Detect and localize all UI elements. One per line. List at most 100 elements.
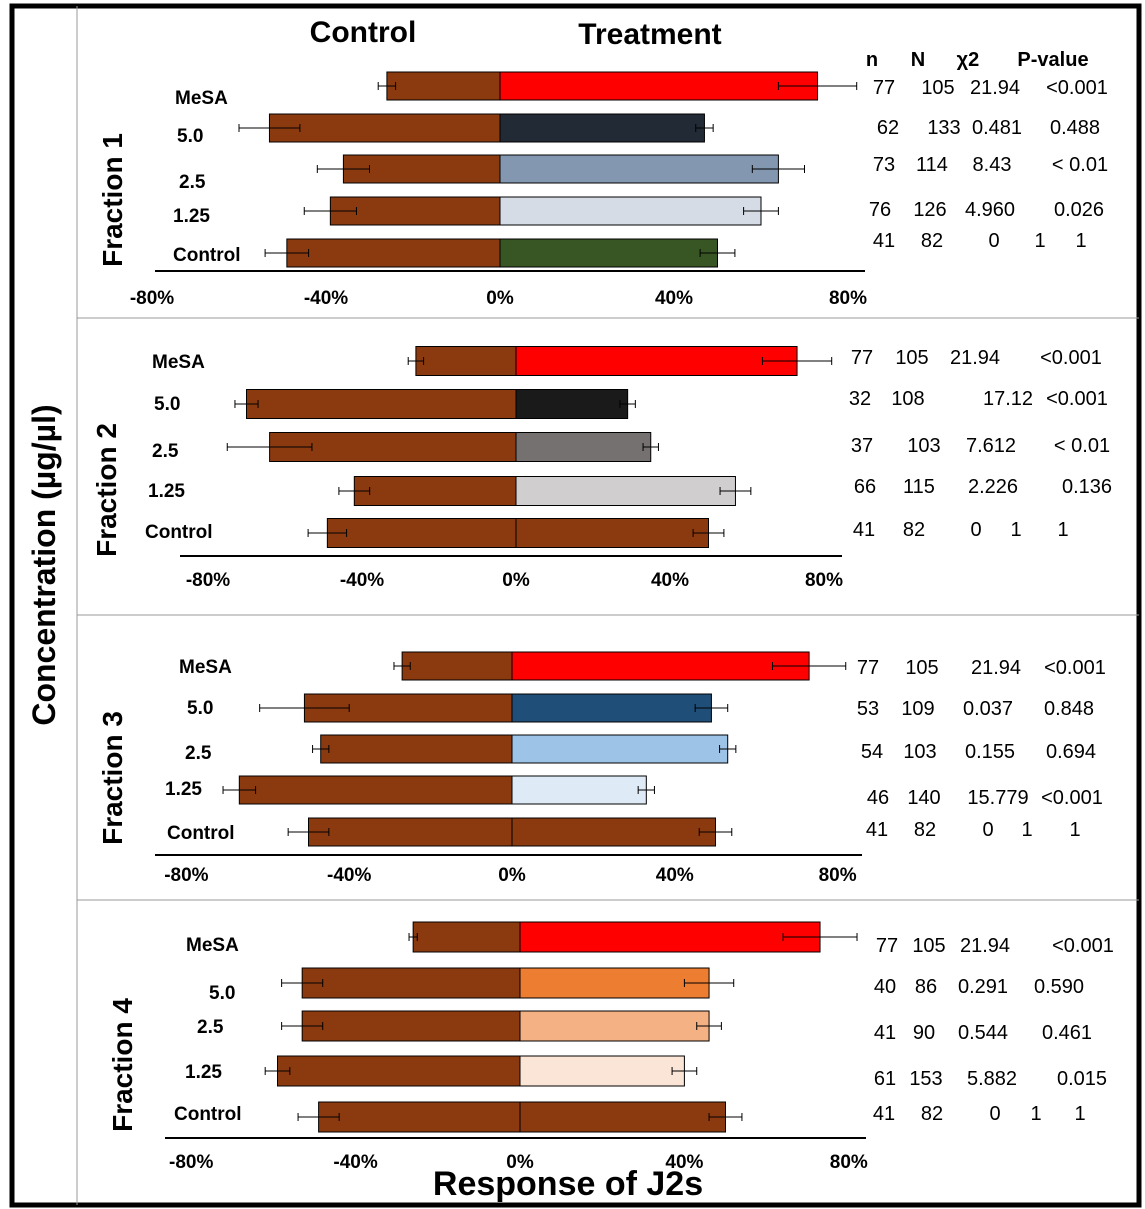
stat-value: 0.544: [958, 1022, 1008, 1044]
control-bar: [415, 346, 517, 376]
stat-value: 77: [876, 935, 898, 957]
category-label: MeSA: [152, 352, 205, 373]
stat-value: 4.960: [965, 199, 1015, 221]
stat-value: 103: [903, 741, 936, 763]
stat-value: 77: [851, 347, 873, 369]
stat-value: <0.001: [1040, 347, 1102, 369]
stat-value: 40: [874, 976, 896, 998]
fraction-label: Fraction 4: [107, 998, 138, 1132]
stat-value: 2.226: [968, 476, 1018, 498]
panel-3: MeSA 77 105 21.94 <0.001 5.0 53 109 0.037 0.848 2.…: [97, 651, 1106, 886]
stat-value: 140: [907, 787, 940, 809]
treatment-bar: [515, 389, 629, 419]
treatment-bar: [499, 71, 819, 101]
control-bar: [301, 967, 521, 999]
control-bar: [286, 238, 501, 268]
category-label: Control: [173, 245, 241, 266]
treatment-bar: [499, 196, 762, 226]
stat-value: 0.461: [1042, 1022, 1092, 1044]
control-bar: [412, 921, 521, 953]
stat-value: 105: [895, 347, 928, 369]
stat-value: <0.001: [1041, 787, 1103, 809]
control-bar: [353, 476, 517, 506]
stat-value: 17.12: [983, 388, 1033, 410]
x-tick-label: -40%: [340, 570, 384, 591]
y-axis-label: Concentration (µg/µl): [26, 404, 62, 725]
category-label: MeSA: [179, 657, 232, 678]
x-tick-label: -80%: [164, 865, 208, 886]
x-tick-label: -80%: [130, 288, 174, 309]
stat-value: 62: [877, 117, 899, 139]
stat-value: 15.779: [967, 787, 1028, 809]
stat-value: 46: [867, 787, 889, 809]
treatment-bar: [519, 1055, 685, 1087]
category-label: Control: [145, 522, 213, 543]
x-tick-label: 80%: [829, 288, 867, 309]
category-label: 2.5: [179, 172, 206, 193]
stat-value: 77: [857, 657, 879, 679]
treatment-bar: [519, 921, 821, 953]
stat-value: 8.43: [973, 154, 1012, 176]
x-tick-label: -80%: [186, 570, 230, 591]
stat-value: 105: [921, 77, 954, 99]
stat-value: 109: [901, 698, 934, 720]
control-bar: [329, 196, 501, 226]
stat-value: 1: [1075, 230, 1086, 252]
stat-value: 133: [927, 117, 960, 139]
treatment-bar: [511, 817, 716, 847]
stat-value: 0.481: [972, 117, 1022, 139]
stat-value: 0.015: [1057, 1068, 1107, 1090]
category-label: 1.25: [173, 206, 210, 227]
stat-value: 32: [849, 388, 871, 410]
category-label: 1.25: [185, 1062, 222, 1083]
stat-value: < 0.01: [1054, 435, 1110, 457]
stat-value: 41: [853, 519, 875, 541]
stat-value: 0: [970, 519, 981, 541]
control-bar: [268, 113, 501, 143]
x-tick-label: 0%: [502, 570, 530, 591]
stat-value: 21.94: [960, 935, 1010, 957]
stat-value: 114: [916, 154, 948, 176]
stat-value: <0.001: [1044, 657, 1106, 679]
stat-value: 0: [989, 1103, 1000, 1125]
chart-panels: MeSA 77 105 21.94 <0.001 5.0 62 133 0.481 0.488 2.…: [91, 71, 1114, 1173]
control-bar: [386, 71, 501, 101]
panel-2: MeSA 77 105 21.94 <0.001 5.0 32 108 17.12 <0.001 2…: [91, 346, 1112, 591]
stat-header-pvalue: P-value: [1017, 49, 1088, 71]
stat-value: 76: [869, 199, 891, 221]
control-bar: [318, 1101, 521, 1133]
stat-value: 0.291: [958, 976, 1008, 998]
stat-value: < 0.01: [1052, 154, 1108, 176]
x-tick-label: 0%: [506, 1152, 534, 1173]
control-bar: [308, 817, 513, 847]
stat-value: 1: [1021, 819, 1032, 841]
control-bar: [277, 1055, 521, 1087]
category-label: 5.0: [154, 394, 180, 415]
treatment-bar: [515, 518, 709, 548]
x-tick-label: 40%: [656, 865, 694, 886]
stat-value: 54: [861, 741, 883, 763]
stat-value: 5.882: [967, 1068, 1017, 1090]
stat-value: 105: [905, 657, 938, 679]
stat-value: 41: [873, 230, 895, 252]
stat-value: 41: [866, 819, 888, 841]
fraction-label: Fraction 3: [97, 711, 128, 845]
stat-value: 0.026: [1054, 199, 1104, 221]
stat-value: 41: [873, 1103, 895, 1125]
x-tick-label: 80%: [830, 1152, 868, 1173]
stat-value: 1: [1030, 1103, 1041, 1125]
stat-value: 7.612: [966, 435, 1016, 457]
treatment-bar: [519, 1010, 710, 1042]
stat-value: 82: [914, 819, 936, 841]
stat-value: 115: [903, 476, 935, 498]
category-label: 5.0: [177, 126, 203, 147]
category-label: 5.0: [209, 983, 235, 1004]
treatment-bar: [499, 154, 779, 184]
stat-value: 41: [874, 1022, 896, 1044]
stat-value: 0.037: [963, 698, 1013, 720]
treatment-bar: [519, 1101, 726, 1133]
stat-value: 153: [909, 1068, 942, 1090]
stat-header-chi2: χ2: [957, 49, 980, 71]
x-tick-label: -40%: [327, 865, 371, 886]
